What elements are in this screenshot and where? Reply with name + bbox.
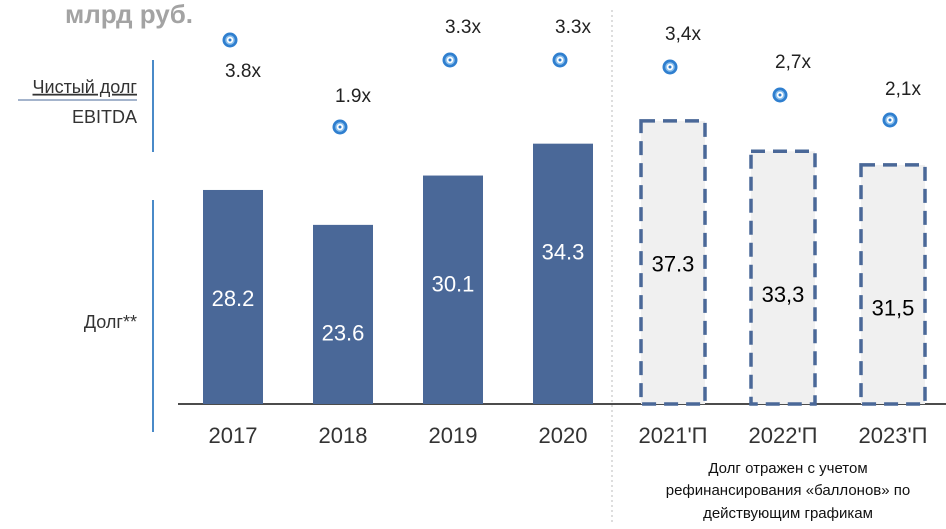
icon-dot <box>228 38 232 42</box>
x-tick-label: 2021'П <box>639 423 708 448</box>
bar <box>749 149 817 406</box>
x-tick-label: 2023'П <box>859 423 928 448</box>
bar <box>313 224 373 404</box>
icon-dot <box>778 93 782 97</box>
bar <box>533 143 593 404</box>
icon-dot <box>448 58 452 62</box>
x-tick-label: 2017 <box>209 423 258 448</box>
multiple-label: 3.3x <box>445 17 481 38</box>
icon-dot <box>668 65 672 69</box>
x-tick-label: 2022'П <box>749 423 818 448</box>
bar <box>423 175 483 404</box>
icon-dot <box>558 58 562 62</box>
bar <box>859 163 927 406</box>
multiple-label: 3.8x <box>225 61 261 82</box>
value-label: 23.6 <box>322 321 365 346</box>
icon-dot <box>338 125 342 129</box>
chart-title: млрд руб. <box>65 0 193 29</box>
multiple-label: 3,4x <box>665 24 701 45</box>
bar <box>203 189 263 404</box>
value-label: 33,3 <box>762 282 805 307</box>
value-label: 31,5 <box>872 296 915 321</box>
x-tick-label: 2019 <box>429 423 478 448</box>
bar <box>639 119 707 406</box>
note: действующим графикам <box>703 505 873 522</box>
value-label: 37.3 <box>652 252 695 277</box>
value-label: 30.1 <box>432 271 475 296</box>
ratio-label: Чистый долг <box>33 77 138 97</box>
note: рефинансирования «баллонов» по <box>666 482 911 499</box>
multiple-label: 2,1x <box>885 79 921 100</box>
axis-label: Долг** <box>84 312 137 332</box>
note: Долг отражен с учетом <box>708 460 867 477</box>
multiple-label: 3.3x <box>555 17 591 38</box>
ratio-label: EBITDA <box>72 107 137 127</box>
x-tick-label: 2018 <box>319 423 368 448</box>
multiple-label: 1.9x <box>335 86 371 107</box>
value-label: 28.2 <box>212 286 255 311</box>
value-label: 34.3 <box>542 239 585 264</box>
icon-dot <box>888 118 892 122</box>
multiple-label: 2,7x <box>775 52 811 73</box>
x-tick-label: 2020 <box>539 423 588 448</box>
